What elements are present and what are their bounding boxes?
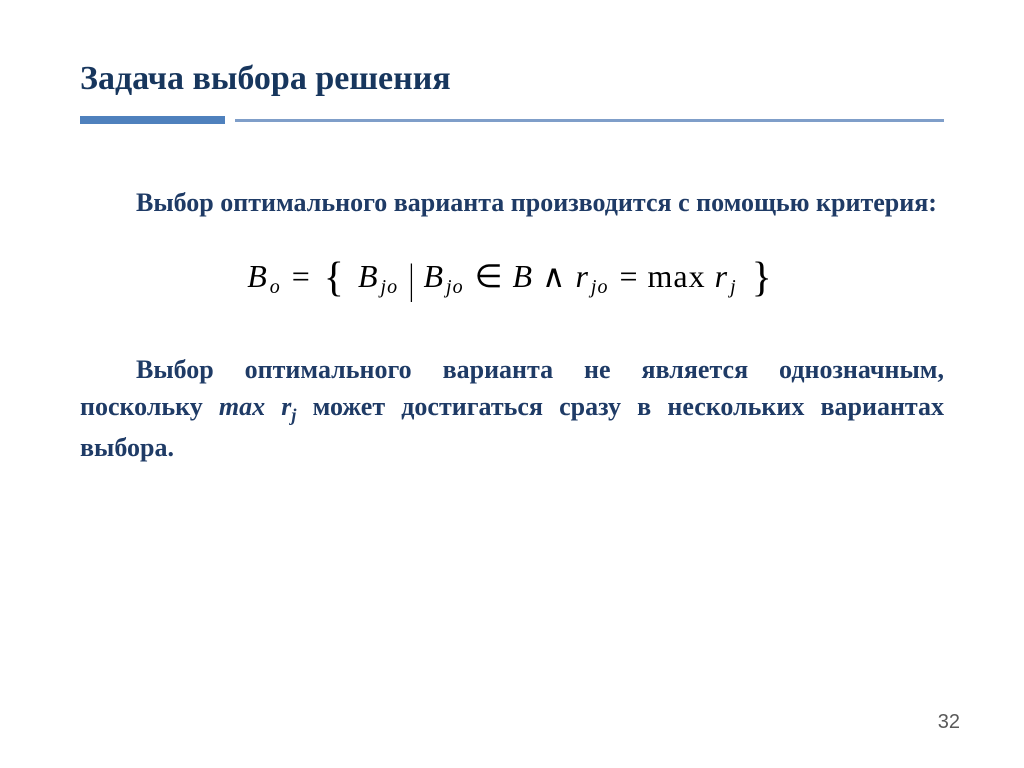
formula-b-sub: jo (446, 276, 464, 298)
criterion-formula: Bo = { Bjo | Bjo ∈ B ∧ rjo = max rj } (80, 248, 944, 311)
formula-a-var: B (358, 258, 379, 294)
title-rule (80, 116, 944, 124)
formula-rbrace: } (752, 255, 773, 301)
rule-thin (235, 119, 944, 122)
formula-in: ∈ (475, 258, 504, 294)
paragraph2-mathvar-text: max r (219, 392, 292, 421)
page-number: 32 (938, 711, 960, 734)
formula-eq2: = (619, 258, 638, 294)
formula-eq: = (292, 258, 311, 294)
formula-r1-var: r (575, 258, 588, 294)
rule-thick (80, 116, 225, 124)
formula-lhs-var: B (247, 258, 268, 294)
formula-b-var: B (424, 258, 445, 294)
formula-a-sub: jo (381, 276, 399, 298)
formula-r1-sub: jo (591, 276, 609, 298)
formula-lbrace: { (324, 255, 345, 301)
formula-r2-sub: j (730, 276, 737, 298)
slide-title: Задача выбора решения (80, 60, 944, 98)
slide: Задача выбора решения Выбор оптимального… (0, 0, 1024, 768)
formula-r2-var: r (715, 258, 728, 294)
formula-lhs-sub: o (270, 276, 281, 298)
paragraph-conclusion: Выбор оптимального варианта не является … (80, 351, 944, 467)
formula-set-var: B (512, 258, 533, 294)
paragraph-intro: Выбор оптимального варианта производится… (80, 184, 944, 222)
formula-fn: max (648, 258, 706, 294)
slide-body: Выбор оптимального варианта производится… (80, 184, 944, 466)
formula-and: ∧ (542, 258, 566, 294)
formula-bar: | (409, 250, 415, 311)
paragraph2-mathvar: max rj (219, 392, 297, 421)
